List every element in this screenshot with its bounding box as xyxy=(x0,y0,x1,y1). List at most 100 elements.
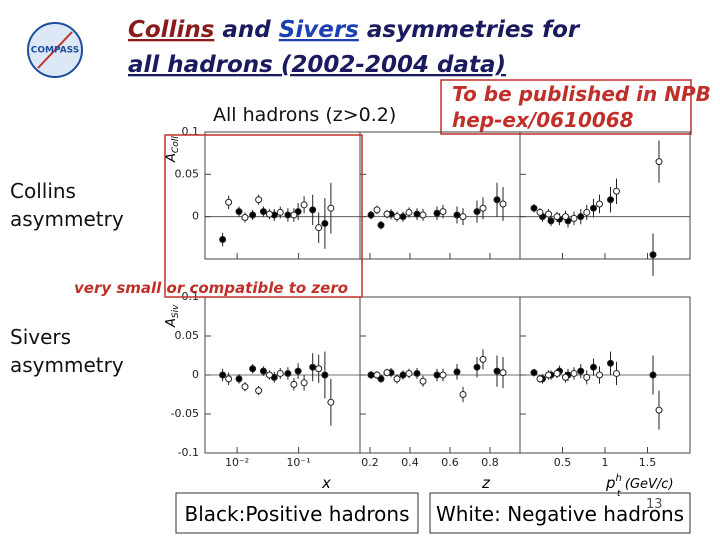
data-point xyxy=(583,208,591,216)
panel-frame xyxy=(519,131,691,260)
data-point xyxy=(433,209,441,217)
y-tick-label: 0 xyxy=(192,368,199,381)
title-word: Sivers xyxy=(279,17,359,43)
data-point xyxy=(284,211,292,219)
title-line: Collins and Sivers asymmetries for xyxy=(128,17,581,43)
row-label: Sivers xyxy=(10,325,71,349)
data-point xyxy=(219,236,227,244)
panel-frame xyxy=(359,131,521,260)
legend-entry: White: Negative hadrons xyxy=(436,502,684,526)
y-tick-label: 0.05 xyxy=(175,329,200,342)
data-point xyxy=(373,371,381,379)
data-point xyxy=(315,224,323,232)
data-point xyxy=(545,371,552,379)
data-point xyxy=(530,369,538,377)
x-axis-label: x xyxy=(321,474,331,492)
data-point xyxy=(321,371,329,379)
data-point xyxy=(613,187,620,195)
data-point xyxy=(255,387,263,395)
x-tick-label: 0.2 xyxy=(361,456,379,469)
data-point xyxy=(453,211,461,219)
data-point xyxy=(405,369,413,377)
x-label-unit: (GeV/c) xyxy=(625,477,674,492)
y-axis-label: AColl xyxy=(164,136,181,163)
data-point xyxy=(649,371,657,379)
x-label-main: z xyxy=(481,474,491,492)
row-label: Collins xyxy=(10,179,76,203)
data-point xyxy=(255,196,263,204)
data-point xyxy=(276,369,284,377)
data-point xyxy=(327,204,335,212)
data-point xyxy=(577,213,585,221)
data-point xyxy=(459,391,467,398)
data-point xyxy=(300,201,308,209)
note: hep-ex/0610068 xyxy=(452,108,634,132)
data-point xyxy=(276,208,284,216)
data-point xyxy=(399,371,407,379)
data-point xyxy=(373,206,381,214)
row-label: asymmetry xyxy=(10,353,124,377)
y-tick-label: 0 xyxy=(192,210,199,223)
logo-text: COMPASS xyxy=(31,46,80,56)
data-point xyxy=(499,200,507,208)
data-point xyxy=(607,196,614,204)
x-tick-label: 10⁻² xyxy=(225,456,249,469)
data-point xyxy=(433,371,441,379)
data-point xyxy=(300,379,308,387)
x-axis-label: z xyxy=(481,474,491,492)
data-point xyxy=(413,369,421,377)
data-point xyxy=(479,204,487,212)
data-point xyxy=(655,158,663,166)
data-point xyxy=(596,200,603,208)
data-point xyxy=(265,371,273,379)
data-point xyxy=(499,369,507,377)
data-point xyxy=(613,369,620,377)
data-point xyxy=(235,208,243,216)
legend-entry: Black:Positive hadrons xyxy=(184,502,409,526)
data-point xyxy=(562,213,569,221)
data-point xyxy=(399,213,407,221)
data-point xyxy=(553,369,561,377)
data-point xyxy=(290,211,298,219)
x-tick-label: 1.5 xyxy=(639,456,657,469)
data-point xyxy=(545,210,552,218)
data-point xyxy=(377,221,385,229)
data-point xyxy=(383,369,391,377)
data-point xyxy=(590,363,597,371)
data-point xyxy=(413,210,421,218)
data-point xyxy=(493,196,501,204)
data-point xyxy=(655,406,663,414)
y-label-sub: Siv xyxy=(171,304,181,318)
data-point xyxy=(290,380,298,388)
y-label-main: A xyxy=(164,318,179,328)
data-point xyxy=(393,213,401,221)
data-point xyxy=(439,371,447,379)
data-point xyxy=(321,219,329,227)
data-point xyxy=(473,363,481,371)
y-label-main: A xyxy=(164,153,179,163)
data-point xyxy=(249,365,257,373)
title-line: all hadrons (2002-2004 data) xyxy=(128,52,506,78)
y-tick-label: -0.05 xyxy=(171,407,199,420)
title-word: Collins xyxy=(128,17,214,43)
data-point xyxy=(479,355,487,363)
data-point xyxy=(536,208,544,216)
y-axis-label: ASiv xyxy=(164,304,181,328)
data-point xyxy=(284,369,292,377)
note: To be published in NPB xyxy=(452,82,711,106)
data-point xyxy=(536,375,544,383)
data-point xyxy=(596,371,603,379)
x-tick-label: 0.8 xyxy=(481,456,499,469)
highlight-box xyxy=(164,134,363,298)
data-point xyxy=(259,367,267,375)
data-point xyxy=(607,359,614,367)
x-tick-label: 1 xyxy=(602,456,609,469)
logo-needle xyxy=(37,31,73,69)
data-point xyxy=(235,375,243,383)
data-point xyxy=(241,214,249,222)
legend-box xyxy=(175,492,419,534)
data-point xyxy=(225,375,233,383)
data-point xyxy=(547,217,555,225)
data-point xyxy=(241,383,249,391)
